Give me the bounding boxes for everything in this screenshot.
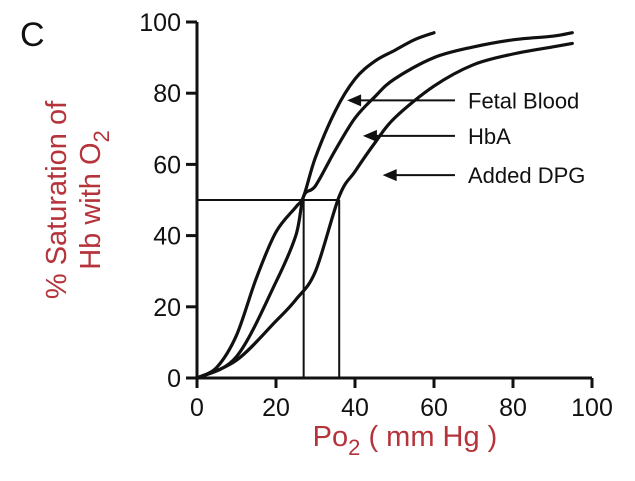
x-tick-label: 100	[571, 394, 613, 422]
x-axis-title: Po2 ( mm Hg )	[313, 421, 498, 460]
annotation-arrow-head	[362, 129, 377, 142]
annotation-label: Added DPG	[468, 163, 585, 188]
y-tick-label: 60	[153, 151, 181, 179]
y-axis-title-line2-subscript: 2	[89, 130, 114, 142]
x-axis-title-units: ( mm Hg )	[360, 421, 497, 453]
x-tick-label: 40	[341, 394, 369, 422]
x-axis-title-main: Po	[313, 421, 348, 453]
y-axis-title-line2: Hb with O2	[75, 130, 114, 270]
series-line-1	[195, 31, 574, 380]
y-tick-label: 80	[153, 80, 181, 108]
annotation-arrow-head	[382, 169, 397, 182]
x-axis-title-subscript: 2	[348, 435, 360, 460]
x-ticks: 0 20 40 60 80 100	[190, 378, 613, 422]
y-tick-label: 40	[153, 223, 181, 251]
series-line-0	[195, 31, 436, 380]
series-lines	[195, 31, 574, 380]
reference-lines	[197, 199, 341, 378]
annotation-arrow-head	[347, 94, 362, 107]
x-tick-label: 60	[420, 394, 448, 422]
y-tick-label: 20	[153, 294, 181, 322]
y-tick-label: 100	[139, 9, 181, 37]
annotations: Fetal Blood HbA Added DPG	[347, 88, 585, 188]
x-tick-label: 80	[499, 394, 527, 422]
x-tick-label: 20	[262, 394, 290, 422]
y-axis-title-line2-main: Hb with O	[75, 142, 107, 269]
x-tick-label: 0	[190, 394, 204, 422]
y-tick-label: 0	[167, 365, 181, 393]
panel-label: C	[20, 16, 45, 54]
annotation-label: HbA	[468, 124, 511, 149]
y-axis-title-line1: % Saturation of	[41, 100, 73, 299]
annotation-label: Fetal Blood	[468, 88, 579, 113]
series-line-2	[195, 41, 574, 380]
y-ticks: 0 20 40 60 80 100	[139, 9, 197, 393]
y-axis-title: % Saturation of Hb with O2	[41, 100, 114, 299]
